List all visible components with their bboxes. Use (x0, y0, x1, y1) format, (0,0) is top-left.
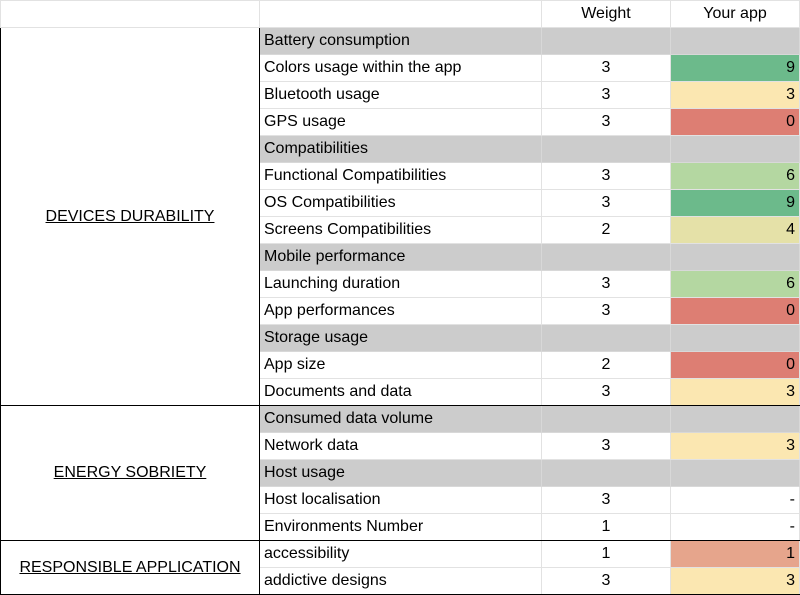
score-cell (670, 135, 800, 163)
category-row: Host usage (1, 459, 800, 487)
criterion-row: App performances 3 0 (1, 297, 800, 325)
weight-cell (541, 27, 671, 55)
weight-cell (541, 405, 671, 433)
score-cell: - (670, 486, 800, 514)
score-cell: 3 (670, 567, 800, 595)
category-label: Host usage (259, 459, 542, 487)
criterion-row: OS Compatibilities 3 9 (1, 189, 800, 217)
weight-cell: 2 (541, 351, 671, 379)
weight-cell (541, 243, 671, 271)
score-cell: 0 (670, 297, 800, 325)
criterion-label: Bluetooth usage (259, 81, 542, 109)
score-cell: 4 (670, 216, 800, 244)
score-cell (670, 243, 800, 271)
criterion-label: Functional Compatibilities (259, 162, 542, 190)
score-cell: 3 (670, 378, 800, 406)
header-your-app: Your app (670, 0, 800, 28)
criterion-row: Colors usage within the app 3 9 (1, 54, 800, 82)
category-row: ENERGY SOBRIETY Consumed data volume (0, 405, 800, 541)
criterion-label: addictive designs (259, 567, 542, 595)
criterion-label: GPS usage (259, 108, 542, 136)
header-weight: Weight (541, 0, 671, 28)
weight-cell: 3 (541, 567, 671, 595)
weight-cell: 3 (541, 297, 671, 325)
weight-cell: 3 (541, 270, 671, 298)
header-row: Weight Your app (0, 0, 800, 28)
criterion-row: Documents and data 3 3 (1, 378, 800, 406)
category-row: DEVICES DURABILITY Battery consumption (0, 27, 800, 406)
weight-cell: 3 (541, 162, 671, 190)
header-blank-criterion (259, 0, 542, 28)
score-cell (670, 405, 800, 433)
score-cell: 9 (670, 189, 800, 217)
criterion-label: Environments Number (259, 513, 542, 541)
criterion-label: Network data (259, 432, 542, 460)
criterion-label: Screens Compatibilities (259, 216, 542, 244)
criterion-label: App size (259, 351, 542, 379)
table-body: DEVICES DURABILITY Battery consumption Col… (0, 27, 800, 595)
criterion-label: Documents and data (259, 378, 542, 406)
score-cell: 3 (670, 432, 800, 460)
criterion-row: Functional Compatibilities 3 6 (1, 162, 800, 190)
criterion-row: addictive designs 3 3 (1, 567, 800, 595)
weight-cell: 3 (541, 189, 671, 217)
score-cell (670, 27, 800, 55)
category-label: Consumed data volume (259, 405, 542, 433)
category-row: Mobile performance (1, 243, 800, 271)
criterion-label: Host localisation (259, 486, 542, 514)
weight-cell: 3 (541, 54, 671, 82)
score-cell: 6 (670, 162, 800, 190)
section-name-label: RESPONSIBLE APPLICATION (19, 558, 241, 576)
score-cell: 9 (670, 54, 800, 82)
criterion-label: Launching duration (259, 270, 542, 298)
category-row: Compatibilities (1, 135, 800, 163)
criterion-label: App performances (259, 297, 542, 325)
criterion-row: GPS usage 3 0 (1, 108, 800, 136)
weight-cell: 3 (541, 432, 671, 460)
category-label: Storage usage (259, 324, 542, 352)
score-cell (670, 459, 800, 487)
criterion-row: Bluetooth usage 3 3 (1, 81, 800, 109)
category-row: Storage usage (1, 324, 800, 352)
criterion-row: Screens Compatibilities 2 4 (1, 216, 800, 244)
score-cell: - (670, 513, 800, 541)
weight-cell: 3 (541, 486, 671, 514)
weight-cell (541, 135, 671, 163)
criterion-row: Host localisation 3- (1, 486, 800, 514)
weight-cell: 3 (541, 108, 671, 136)
criterion-label: OS Compatibilities (259, 189, 542, 217)
score-cell: 3 (670, 81, 800, 109)
weight-cell (541, 324, 671, 352)
header-blank-section (0, 0, 260, 28)
score-cell: 0 (670, 108, 800, 136)
criterion-row: Environments Number 1- (1, 513, 800, 541)
category-label: Battery consumption (259, 27, 542, 55)
weight-cell: 3 (541, 378, 671, 406)
category-label: Compatibilities (259, 135, 542, 163)
score-cell: 6 (670, 270, 800, 298)
score-cell: 0 (670, 351, 800, 379)
weight-cell: 1 (541, 540, 671, 568)
section-name: RESPONSIBLE APPLICATION (0, 540, 260, 595)
category-label: Mobile performance (259, 243, 542, 271)
criterion-label: Colors usage within the app (259, 54, 542, 82)
criterion-row: Network data 3 3 (1, 432, 800, 460)
section-name: DEVICES DURABILITY (0, 27, 260, 406)
criterion-row: RESPONSIBLE APPLICATION accessibility 1 1 (0, 540, 800, 595)
section-name: ENERGY SOBRIETY (0, 405, 260, 541)
weight-cell (541, 459, 671, 487)
criterion-label: accessibility (259, 540, 542, 568)
weight-cell: 2 (541, 216, 671, 244)
weight-cell: 1 (541, 513, 671, 541)
weight-cell: 3 (541, 81, 671, 109)
score-cell (670, 324, 800, 352)
criterion-row: Launching duration 3 6 (1, 270, 800, 298)
section-name-label: ENERGY SOBRIETY (53, 464, 207, 481)
score-cell: 1 (670, 540, 800, 568)
section-name-label: DEVICES DURABILITY (45, 207, 215, 225)
